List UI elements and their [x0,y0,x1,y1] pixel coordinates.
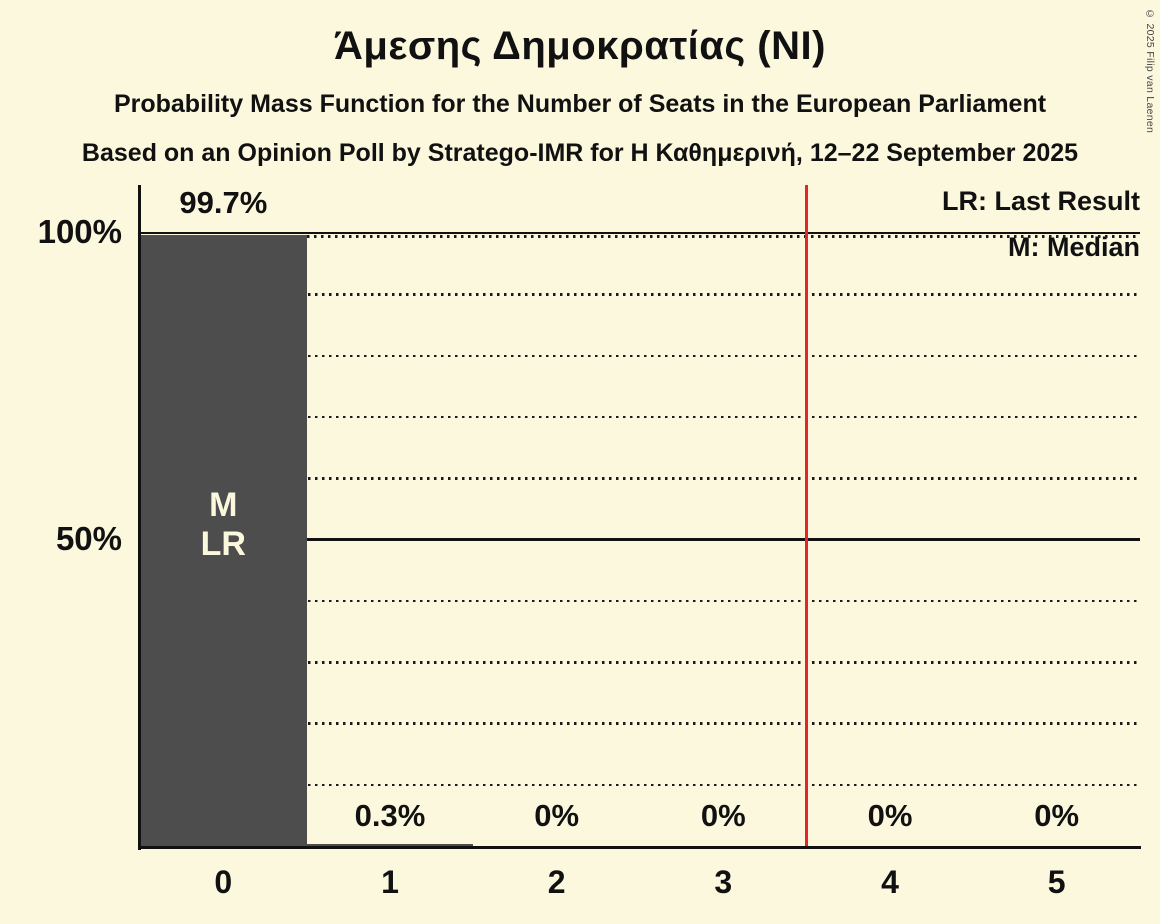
bar-0 [140,234,307,846]
gridline-dotted-90 [140,293,1140,296]
value-label-4: 0% [867,798,913,833]
chart-source-line: Based on an Opinion Poll by Stratego-IMR… [81,139,1079,167]
gridline-dotted-10 [140,783,1140,787]
legend-last-result: LR: Last Result [941,186,1140,216]
gridline-solid-50 [140,538,1140,541]
bar-annotation-line: LR [200,525,246,563]
x-tick-4: 4 [881,864,899,900]
value-label-5: 0% [1034,798,1080,833]
gridline-dotted-30 [140,661,1140,664]
gridline-dotted-70 [140,415,1140,419]
value-label-1: 0.3% [354,798,426,833]
gridline-solid-100 [140,231,1140,234]
copyright-notice: © 2025 Filip van Laenen [1144,8,1156,134]
y-axis-line [138,185,141,850]
x-tick-3: 3 [714,864,733,900]
y-tick-100%: 100% [37,213,122,250]
value-label-3: 0% [700,798,746,833]
y-tick-50%: 50% [55,519,122,557]
threshold-line [805,185,809,847]
value-label-2: 0% [534,798,580,833]
bar-1 [306,844,474,846]
gridline-dotted-40 [140,599,1140,603]
gridline-dotted-60 [140,477,1140,480]
chart-title: Άμεσης Δημοκρατίας (ΝΙ) [334,24,826,68]
x-tick-5: 5 [1047,864,1066,900]
bar-annotation-0: M LR [140,486,307,564]
gridline-dotted-20 [140,722,1140,725]
chart-subtitle: Probability Mass Function for the Number… [113,90,1047,118]
gridline-dotted-80 [140,354,1140,358]
x-axis-line [138,846,1141,849]
x-tick-1: 1 [381,864,399,900]
bar-annotation-line: M [209,486,238,524]
bar-top-dotted-line [306,235,1140,238]
x-tick-2: 2 [547,864,566,900]
value-label-0: 99.7% [179,184,268,220]
x-tick-0: 0 [214,864,233,900]
